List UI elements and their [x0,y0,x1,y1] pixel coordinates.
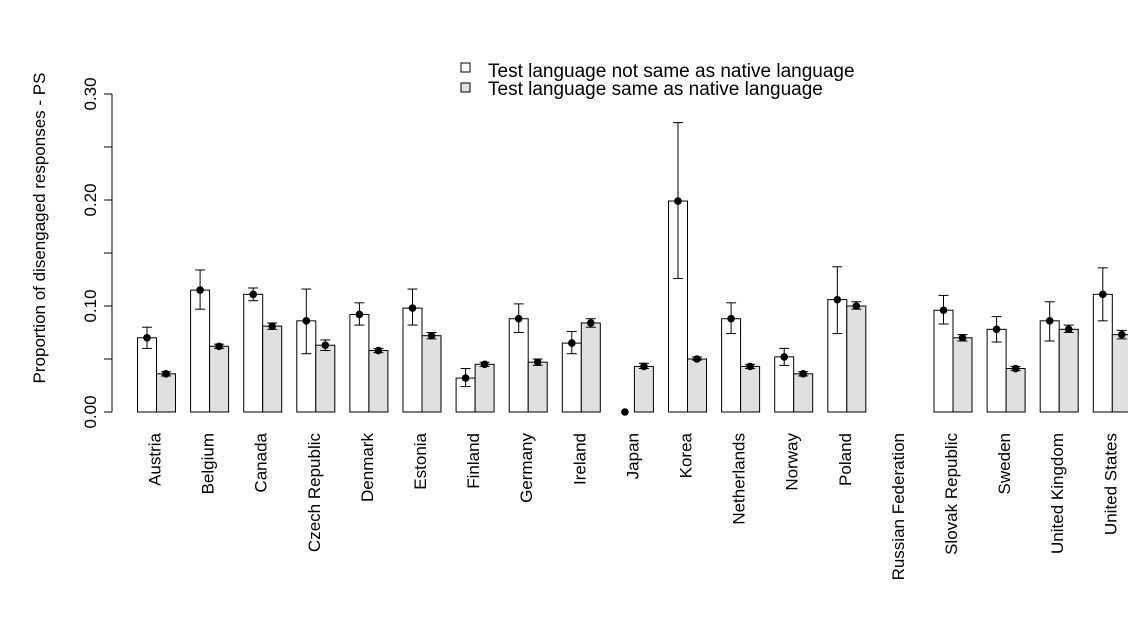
data-point [249,290,257,299]
x-tick-label: United Kingdom [1048,433,1067,554]
data-point [799,370,807,378]
x-tick-label: Germany [517,433,536,503]
data-point [215,342,223,351]
bar [1005,368,1026,413]
data-point [640,362,648,371]
data-point [939,306,948,315]
x-tick-label: Denmark [358,433,377,502]
bar [209,345,230,413]
data-point [746,362,754,371]
data-point [533,358,542,366]
x-tick-label: Netherlands [730,433,749,525]
x-tick-label: Norway [783,433,802,491]
data-point [268,322,277,330]
data-point [958,334,967,342]
data-point [143,334,151,342]
x-tick-label: Canada [252,432,271,492]
legend-label-same: Test language same as native language [488,79,823,100]
data-point [568,339,576,347]
data-point [408,304,417,312]
legend-swatch-not-same [460,62,471,73]
data-point [1099,290,1107,299]
bar [137,337,157,413]
bar [1111,334,1128,413]
bar [633,365,654,413]
y-axis: 0.00 0.10 0.20 0.30 [81,77,113,429]
data-point [780,353,788,361]
x-tick-label: Estonia [411,432,430,489]
legend-label-not-same: Test language not same as native languag… [488,61,855,82]
x-tick-label: Belgium [199,433,218,494]
y-tick-label: 0.20 [81,183,100,216]
data-point [321,341,330,350]
data-point [355,310,364,319]
x-tick-label: Slovak Republic [942,433,961,555]
data-point [302,317,311,325]
x-tick-label: Finland [464,433,483,489]
y-tick-label: 0.30 [81,77,100,110]
x-tick-label: Austria [146,432,165,485]
bar [156,373,176,413]
x-axis-labels: Austria Belgium Canada Czech Republic Denmar… [146,432,1121,580]
x-tick-label: Ireland [570,433,589,485]
bar [368,350,389,413]
data-point [162,370,170,378]
bar [740,365,761,413]
data-point [693,355,701,363]
bar [687,358,707,413]
x-tick-label: United States [1101,433,1120,535]
data-point [1064,325,1073,334]
data-point [852,302,861,310]
x-tick-label: Sweden [995,433,1014,494]
bar [793,373,814,413]
bar [580,322,601,413]
data-point [674,197,682,205]
bar [262,325,283,413]
bar [952,337,973,413]
x-tick-label: Korea [677,432,696,478]
data-point [833,295,842,304]
data-point [992,325,1001,334]
legend-swatch-same [460,82,471,93]
bar [846,305,867,413]
data-point [1118,330,1126,339]
bar [474,363,495,413]
y-tick-label: 0.00 [81,395,100,428]
y-axis-title: Proportion of disengaged responses - PS [30,73,49,384]
data-point [587,319,595,327]
bar [527,361,548,413]
bar [933,309,954,413]
x-tick-label: Poland [836,433,855,486]
data-point [480,360,489,369]
data-point [1045,317,1054,325]
data-point [1011,364,1020,373]
y-tick-label: 0.10 [81,289,100,322]
x-tick-label: Russian Federation [889,433,908,580]
data-point [427,331,436,340]
x-tick-label: Japan [623,433,642,479]
bar [421,335,442,413]
data-point [196,286,204,294]
data-point [514,314,523,323]
bar [315,344,336,413]
data-point [621,408,629,416]
data-point [461,374,470,382]
bar [243,293,264,413]
data-point [374,346,383,355]
data-point [727,314,735,323]
bar [349,313,370,413]
legend: Test language not same as native languag… [460,61,855,100]
bars [137,122,1128,416]
bar [1058,328,1079,413]
x-tick-label: Czech Republic [305,433,324,553]
